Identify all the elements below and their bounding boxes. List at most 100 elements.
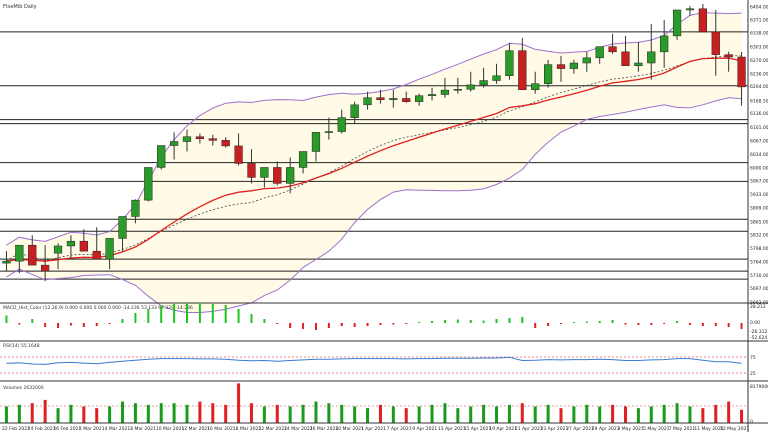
candle-body: [221, 140, 230, 147]
bollinger-lower-line: [6, 97, 742, 313]
candle-body: [118, 216, 127, 239]
price-tick-label: 5865.00: [750, 219, 768, 225]
macd-bar: [701, 323, 704, 326]
volume-bar: [495, 406, 499, 423]
date-tick-label: 8 Mar 2021: [130, 426, 156, 432]
candle-body: [195, 136, 205, 139]
volume-bar: [714, 404, 718, 423]
volume-bar: [301, 404, 305, 423]
volume-bar: [95, 408, 99, 423]
volume-bar: [43, 399, 47, 423]
bollinger-middle-line: [6, 55, 742, 262]
macd-bar: [5, 315, 8, 323]
candle-body: [698, 8, 707, 33]
volume-bar: [82, 406, 86, 423]
macd-tick-label: -26.312: [750, 329, 768, 335]
candle-body: [311, 132, 321, 152]
date-tick-label: 2 Mar 2021: [79, 426, 105, 432]
date-tick-label: 26 Feb 2021: [53, 426, 81, 432]
candle-body: [92, 250, 101, 260]
macd-bar: [431, 321, 434, 323]
macd-bar: [663, 323, 666, 324]
candle-body: [672, 9, 682, 37]
date-tick-label: 9 Apr 2021: [412, 426, 437, 432]
volume-bar: [172, 403, 176, 423]
macd-bar: [263, 319, 266, 323]
rsi-tick-label: 25: [750, 371, 756, 377]
volume-bar: [366, 408, 370, 423]
volume-bar: [288, 406, 292, 423]
macd-tick-label: 0.00: [750, 320, 760, 326]
price-tick-label: 6371.00: [750, 18, 768, 24]
candle-body: [621, 51, 630, 67]
macd-bar: [237, 309, 240, 323]
candle-body: [260, 167, 269, 178]
macd-bar: [160, 305, 163, 323]
price-tick-label: 6000.00: [750, 165, 768, 171]
price-tick-label: 5832.00: [750, 232, 768, 238]
macd-bar: [173, 304, 176, 323]
volume-bar: [340, 404, 344, 423]
candle-body: [737, 56, 746, 88]
date-tick-label: 21 Apr 2021: [515, 426, 543, 432]
volume-bar: [198, 401, 202, 423]
volume-bar: [146, 404, 150, 423]
macd-bar: [495, 319, 498, 323]
macd-bar: [147, 309, 150, 323]
rsi-line: [6, 356, 742, 365]
volume-bar: [108, 406, 112, 423]
candle-body: [556, 64, 566, 69]
volume-bar: [224, 404, 228, 423]
macd-bar: [418, 322, 421, 323]
candle-body: [157, 145, 166, 168]
macd-bar: [534, 323, 537, 328]
volume-bar: [4, 406, 8, 423]
volume-bar: [456, 408, 460, 423]
volume-bar: [688, 406, 692, 423]
date-tick-label: 30 Mar 2021: [335, 426, 364, 432]
macd-bar: [572, 322, 575, 323]
date-tick-label: 18 Mar 2021: [233, 426, 262, 432]
date-tick-label: 24 Mar 2021: [284, 426, 313, 432]
candle-body: [363, 97, 372, 106]
volume-bar: [17, 404, 21, 423]
macd-bar: [276, 323, 279, 324]
volume-bar: [391, 406, 395, 423]
volume-bar: [159, 403, 163, 423]
macd-bar: [18, 323, 21, 325]
macd-bar: [727, 323, 730, 327]
volume-bar: [56, 408, 60, 423]
macd-bar: [353, 323, 356, 327]
volume-bar: [314, 401, 318, 423]
rsi-panel-title: RSI(14) 55.1648: [3, 343, 40, 349]
price-tick-label: 6101.00: [750, 125, 768, 131]
date-tick-label: 16 Mar 2021: [207, 426, 236, 432]
volume-bar: [353, 406, 357, 423]
candle-body: [324, 131, 333, 133]
volume-bar: [262, 406, 266, 423]
macd-bar: [121, 319, 124, 323]
volume-bar: [662, 404, 666, 423]
ema-line: [6, 57, 742, 262]
volume-bar: [559, 408, 563, 423]
price-tick-label: 5730.00: [750, 273, 768, 279]
volume-bar: [675, 403, 679, 423]
macd-tick-label: -52.624: [750, 335, 768, 341]
candle-body: [479, 80, 488, 86]
candle-body: [66, 240, 76, 247]
volume-bar: [636, 408, 640, 423]
macd-bar: [44, 323, 47, 327]
macd-bar: [676, 321, 679, 323]
macd-bar: [469, 320, 472, 323]
candle-body: [415, 95, 424, 102]
macd-bar: [508, 318, 511, 323]
volume-bar: [469, 406, 473, 423]
candle-body: [685, 8, 695, 11]
date-tick-label: 3 May 2021: [617, 426, 644, 432]
price-tick-label: 6168.50: [750, 98, 768, 104]
price-tick-label: 6236.00: [750, 71, 768, 77]
price-tick-label: 6404.00: [750, 4, 768, 10]
macd-bar: [405, 323, 408, 324]
date-tick-label: 4 Mar 2021: [105, 426, 131, 432]
